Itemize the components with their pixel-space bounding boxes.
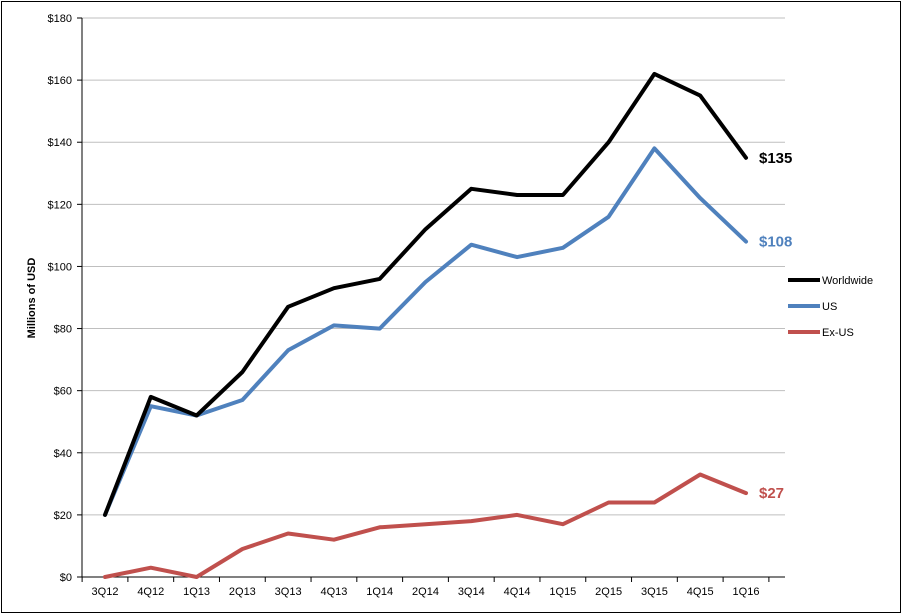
x-tick-label: 2Q14 — [412, 586, 439, 598]
series-line-worldwide — [103, 71, 748, 517]
end-label-worldwide: $135 — [759, 150, 792, 167]
y-tick-label: $120 — [48, 199, 72, 211]
series-line-ex-us — [103, 472, 748, 579]
legend: Worldwide US Ex-US — [788, 275, 873, 339]
legend-label: Ex-US — [822, 327, 854, 339]
end-label-us: $108 — [759, 234, 792, 251]
y-tick-label: $40 — [54, 448, 72, 460]
x-tick-label: 3Q14 — [458, 586, 485, 598]
x-tick-label: 1Q13 — [183, 586, 210, 598]
x-tick-label: 4Q15 — [687, 586, 714, 598]
y-tick-label: $100 — [48, 261, 72, 273]
y-tick-label: $180 — [48, 13, 72, 25]
x-tick-label: 3Q13 — [275, 586, 302, 598]
legend-label: Worldwide — [822, 275, 873, 287]
x-tick-label: 4Q12 — [137, 586, 164, 598]
x-tick-label: 3Q12 — [92, 586, 119, 598]
x-tick-label: 4Q14 — [504, 586, 531, 598]
x-tick-label: 2Q15 — [595, 586, 622, 598]
x-tick-label: 2Q13 — [229, 586, 256, 598]
x-tick-label: 3Q15 — [641, 586, 668, 598]
x-tick-label: 1Q15 — [549, 586, 576, 598]
x-tick-labels: 3Q12 4Q12 1Q13 2Q13 3Q13 4Q13 1Q14 2Q14 3Q14 4Q14… — [92, 586, 760, 598]
x-tick-label: 1Q16 — [733, 586, 760, 598]
y-tick-labels: $0 $20 $40 $60 $80 $100 $120 $140 $160 $180 — [48, 13, 72, 584]
series-lines — [103, 71, 748, 579]
end-label-ex-us: $27 — [759, 485, 784, 502]
axes — [77, 17, 785, 582]
x-tick-label: 1Q14 — [366, 586, 393, 598]
end-value-labels: $135 $108 $27 — [759, 150, 792, 502]
y-tick-label: $0 — [60, 572, 72, 584]
legend-label: US — [822, 301, 837, 313]
y-tick-label: $80 — [54, 324, 72, 336]
y-tick-label: $140 — [48, 137, 72, 149]
gridlines — [82, 17, 785, 516]
y-tick-label: $60 — [54, 386, 72, 398]
series-line-us — [103, 146, 748, 517]
x-tick-label: 4Q13 — [320, 586, 347, 598]
y-tick-label: $20 — [54, 510, 72, 522]
y-tick-label: $160 — [48, 75, 72, 87]
y-axis-label: Millions of USD — [26, 258, 38, 339]
